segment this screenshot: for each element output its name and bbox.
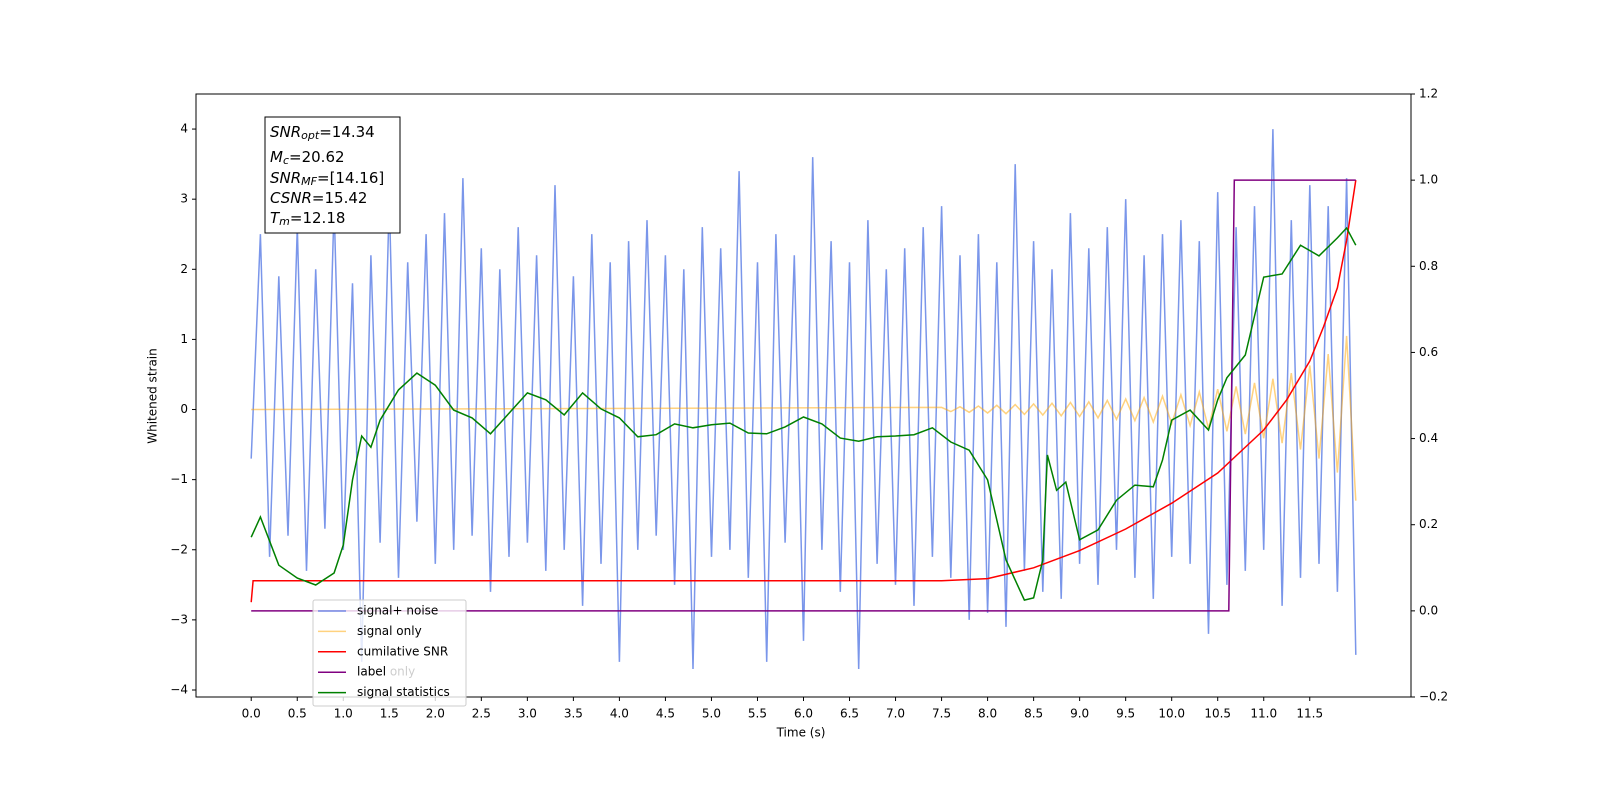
annotation-symbol: T bbox=[270, 209, 281, 227]
annotation-symbol: SNR bbox=[270, 123, 301, 141]
annotation-text: Tm=12.18 bbox=[270, 209, 345, 229]
annotation-value: =15.42 bbox=[312, 189, 368, 207]
x-tick-label: 10.5 bbox=[1204, 707, 1231, 721]
x-tick-label: 8.0 bbox=[978, 707, 997, 721]
y2-tick-label: 0.2 bbox=[1419, 517, 1438, 531]
annotation-subscript: m bbox=[279, 215, 290, 228]
x-tick-label: 11.5 bbox=[1296, 707, 1323, 721]
y-tick-label: −1 bbox=[170, 472, 188, 486]
series-line bbox=[251, 335, 1357, 501]
y2-tick-label: 0.0 bbox=[1419, 603, 1438, 617]
x-tick-label: 4.0 bbox=[610, 707, 629, 721]
annotation-symbol: CSNR bbox=[270, 189, 312, 207]
x-tick-label: 2.5 bbox=[472, 707, 491, 721]
annotation-value: =14.34 bbox=[319, 123, 375, 141]
y2-tick-label: 1.0 bbox=[1419, 173, 1438, 187]
x-tick-label: 1.5 bbox=[380, 707, 399, 721]
y2-tick-label: 1.2 bbox=[1419, 87, 1438, 101]
y-tick-label: −3 bbox=[170, 612, 188, 626]
series-line bbox=[250, 129, 1357, 670]
annotation-subscript: opt bbox=[301, 129, 320, 142]
series-line bbox=[250, 226, 1357, 601]
annotation-value: =12.18 bbox=[290, 209, 346, 227]
x-tick-label: 9.0 bbox=[1070, 707, 1089, 721]
x-tick-label: 5.5 bbox=[748, 707, 767, 721]
annotation-value: =[14.16] bbox=[317, 169, 384, 187]
annotation-subscript: MF bbox=[301, 175, 317, 188]
annotation-symbol: SNR bbox=[270, 169, 301, 187]
y-tick-label: 4 bbox=[180, 122, 188, 136]
y-axis-label: Whitened strain bbox=[146, 348, 160, 444]
annotation-subscript: c bbox=[283, 154, 289, 167]
x-tick-label: 1.0 bbox=[334, 707, 353, 721]
annotation-value: =20.62 bbox=[289, 148, 345, 166]
y-tick-label: −4 bbox=[170, 682, 188, 696]
series-line bbox=[251, 179, 1356, 612]
legend-label: signal+ noise bbox=[357, 604, 438, 618]
y-tick-label: 0 bbox=[180, 402, 188, 416]
y2-tick-label: 0.6 bbox=[1419, 345, 1438, 359]
y2-tick-label: 0.4 bbox=[1419, 431, 1438, 445]
x-tick-label: 0.0 bbox=[242, 707, 261, 721]
legend-label: signal statistics bbox=[357, 685, 450, 699]
legend-label: signal only bbox=[357, 624, 422, 638]
legend-box bbox=[312, 599, 467, 707]
x-tick-label: 5.0 bbox=[702, 707, 721, 721]
annotation-text: CSNR=15.42 bbox=[270, 189, 367, 207]
y2-tick-label: −0.2 bbox=[1419, 690, 1448, 704]
x-tick-label: 7.5 bbox=[932, 707, 951, 721]
y-tick-label: 1 bbox=[180, 332, 188, 346]
x-tick-label: 3.5 bbox=[564, 707, 583, 721]
x-tick-label: 7.0 bbox=[886, 707, 905, 721]
x-tick-label: 9.5 bbox=[1116, 707, 1135, 721]
x-tick-label: 3.0 bbox=[518, 707, 537, 721]
y2-tick-label: 0.8 bbox=[1419, 259, 1438, 273]
annotation-box bbox=[264, 116, 401, 234]
annotation-text: Mc=20.62 bbox=[270, 148, 345, 168]
x-axis-label: Time (s) bbox=[776, 726, 826, 740]
y-tick-label: 2 bbox=[180, 262, 188, 276]
annotation-text: SNRopt=14.34 bbox=[270, 123, 375, 143]
series-line bbox=[250, 179, 1357, 603]
y-tick-label: −2 bbox=[170, 542, 188, 556]
x-tick-label: 0.5 bbox=[288, 707, 307, 721]
annotation-symbol: M bbox=[270, 148, 283, 166]
x-tick-label: 4.5 bbox=[656, 707, 675, 721]
x-tick-label: 8.5 bbox=[1024, 707, 1043, 721]
x-tick-label: 6.0 bbox=[794, 707, 813, 721]
legend-label: cumilative SNR bbox=[357, 644, 448, 658]
x-tick-label: 6.5 bbox=[840, 707, 859, 721]
x-tick-label: 11.0 bbox=[1250, 707, 1277, 721]
annotation-text: SNRMF=[14.16] bbox=[270, 169, 384, 189]
legend-label: label bbox=[357, 665, 386, 679]
x-tick-label: 10.0 bbox=[1158, 707, 1185, 721]
y-tick-label: 3 bbox=[180, 192, 188, 206]
x-tick-label: 2.0 bbox=[426, 707, 445, 721]
